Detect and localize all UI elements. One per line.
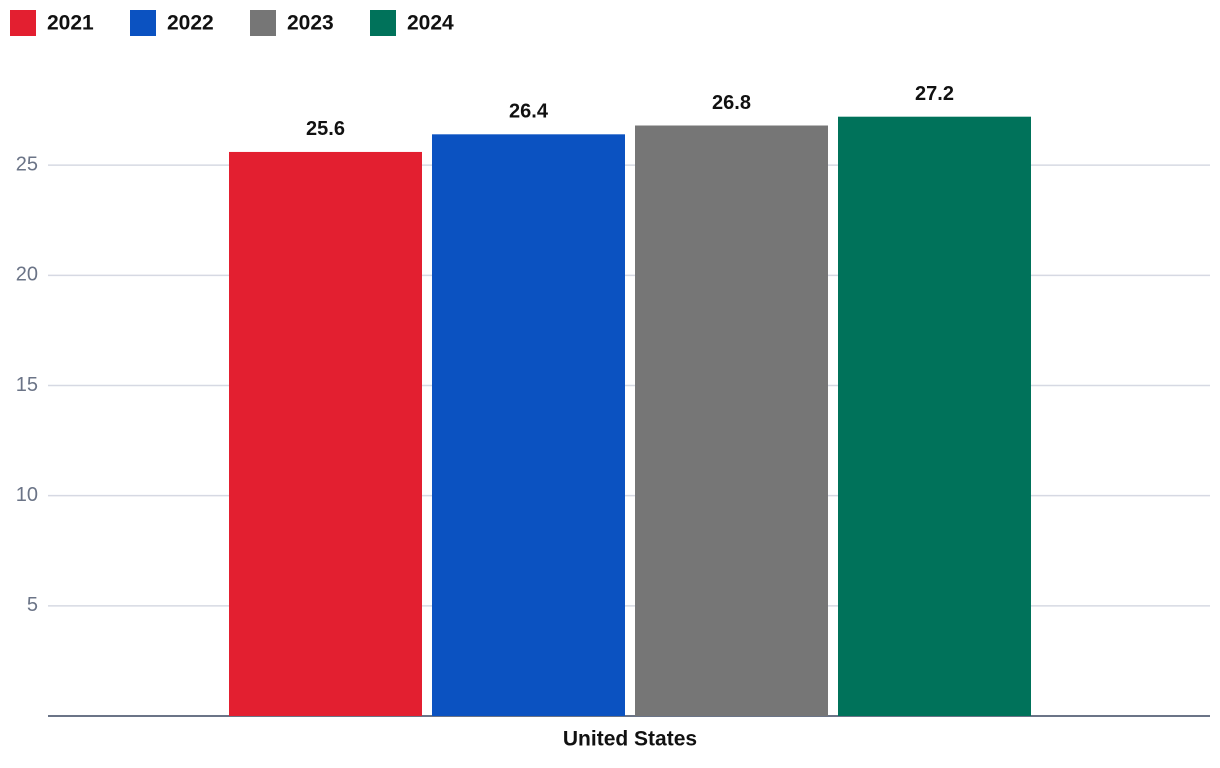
value-label: 26.4 <box>509 101 549 123</box>
legend-swatch <box>130 10 156 36</box>
legend-swatch <box>10 10 36 36</box>
legend-label: 2024 <box>407 12 454 35</box>
bar <box>635 125 828 717</box>
value-label: 25.6 <box>306 118 345 140</box>
value-label: 27.2 <box>915 83 954 105</box>
y-tick-label: 25 <box>16 153 38 175</box>
x-tick-label: United States <box>563 728 697 751</box>
legend-label: 2021 <box>47 12 94 35</box>
legend-swatch <box>370 10 396 36</box>
bar <box>838 116 1031 716</box>
y-tick-label: 10 <box>16 484 38 506</box>
bar <box>229 151 422 717</box>
y-tick-label: 5 <box>27 594 38 616</box>
y-tick-label: 20 <box>16 264 38 286</box>
legend-label: 2023 <box>287 12 334 35</box>
legend-label: 2022 <box>167 12 214 35</box>
y-tick-label: 15 <box>16 374 38 396</box>
value-label: 26.8 <box>712 92 751 114</box>
legend-swatch <box>250 10 276 36</box>
bar <box>432 134 625 716</box>
